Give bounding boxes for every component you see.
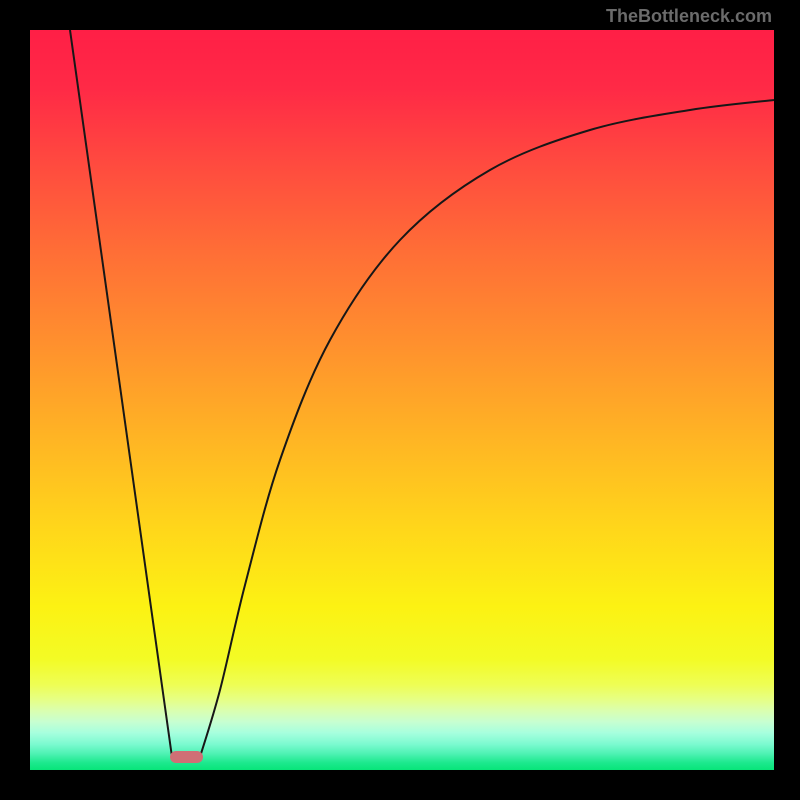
plot-area (30, 30, 774, 770)
chart-container: TheBottleneck.com (0, 0, 800, 800)
minimum-marker (170, 751, 203, 763)
watermark-text: TheBottleneck.com (606, 6, 772, 27)
